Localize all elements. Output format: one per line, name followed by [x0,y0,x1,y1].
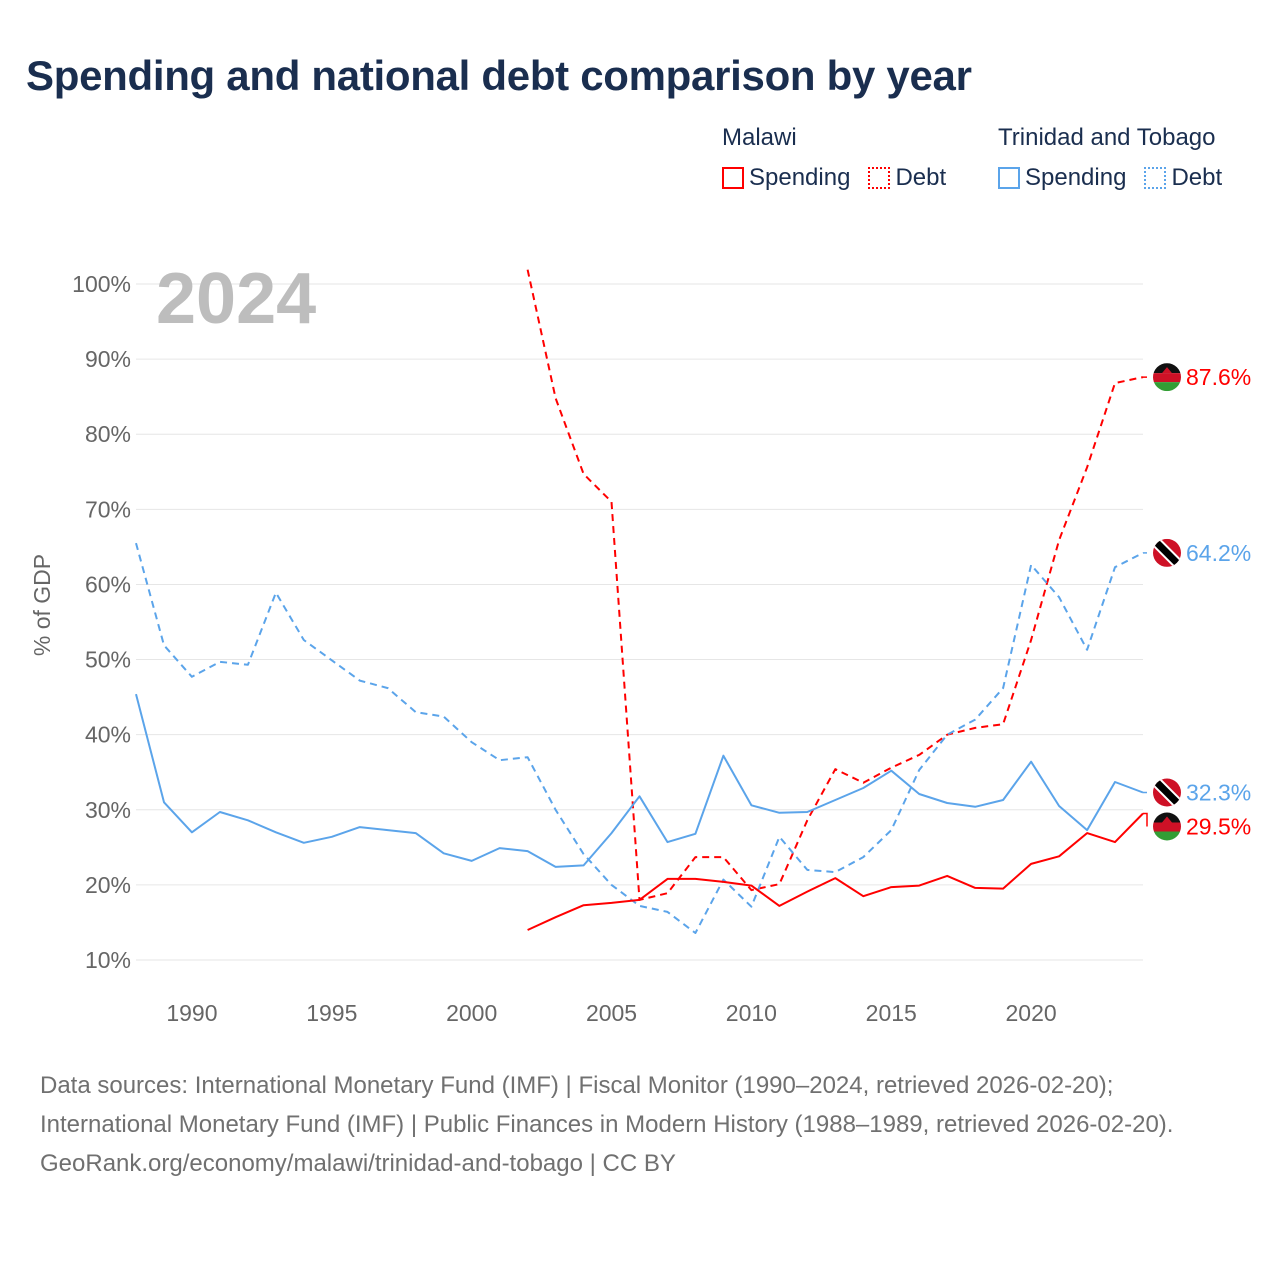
line-chart: 2024 10% 20% 30% 40% 50% 60% 70% 80% 90% 100% 199… [29,259,1251,1026]
sun-icon [1162,367,1172,374]
legend-country: Trinidad and Tobago [998,124,1216,151]
series-line-trinidad-and-tobago-debt [135,542,1144,934]
y-axis-label: % of GDP [29,554,55,656]
legend-label: Spending [749,164,851,191]
x-tick-label: 2015 [866,1000,917,1026]
end-value-label: 32.3% [1186,780,1251,806]
flag-stripe [1153,822,1181,832]
gridlines [136,283,1143,961]
end-value-label: 29.5% [1186,814,1251,840]
y-tick-label: 20% [85,872,131,898]
trinidad-flag-icon [1153,538,1181,567]
legend-malawi-spending[interactable]: Spending [722,164,850,192]
flag-stripe [1153,373,1181,383]
y-tick-label: 60% [85,571,131,597]
y-tick-label: 50% [85,647,131,673]
end-value-label: 64.2% [1186,540,1251,566]
legend-malawi: Malawi Spending Debt [722,124,946,192]
legend-tt-debt[interactable]: Debt [1144,164,1222,192]
y-tick-label: 70% [85,496,131,522]
flag-body [1153,778,1181,807]
end-value-label: 87.6% [1186,364,1251,390]
legend-malawi-debt[interactable]: Debt [868,164,946,192]
x-tick-label: 2020 [1006,1000,1057,1026]
legend-trinidad: Trinidad and Tobago Spending Debt [998,124,1222,192]
solid-swatch-icon [722,167,744,189]
x-tick-label: 1995 [306,1000,357,1026]
series-line-malawi-debt [526,269,1144,901]
x-axis: 1990 1995 2000 2005 2010 2015 2020 [166,1000,1056,1026]
credit-link[interactable]: GeoRank.org/economy/malawi/trinidad-and-… [40,1150,676,1177]
flag-band [1153,778,1181,807]
legend-tt-spending[interactable]: Spending [998,164,1126,192]
dotted-swatch-icon [868,167,891,189]
y-tick-label: 40% [85,722,131,748]
malawi-flag-icon [1153,363,1181,392]
flag-body [1153,538,1181,567]
flag-stripe [1153,382,1181,392]
flag-body [1153,363,1181,392]
legend-label: Debt [1171,164,1223,191]
malawi-flag-icon [1153,812,1181,841]
dotted-swatch-icon [1144,167,1167,189]
series-line-trinidad-and-tobago-spending [135,693,1144,868]
y-tick-label: 90% [85,346,131,372]
x-tick-label: 1990 [166,1000,217,1026]
footer: Data sources: International Monetary Fun… [40,1066,1240,1183]
y-tick-label: 80% [85,421,131,447]
end-labels: 87.6% 64.2% 32.3% 29.5% [1143,363,1251,841]
year-label: 2024 [156,259,316,339]
y-tick-label: 30% [85,797,131,823]
series-line-malawi-spending [527,812,1144,931]
y-axis: 10% 20% 30% 40% 50% 60% 70% 80% 90% 100% [72,271,131,973]
data-sources: Data sources: International Monetary Fun… [40,1072,1174,1138]
flag-stripe [1153,831,1181,841]
x-tick-label: 2005 [586,1000,637,1026]
legend-label: Spending [1025,164,1127,191]
y-tick-label: 100% [72,271,131,297]
series-lines [135,269,1144,934]
x-tick-label: 2010 [726,1000,777,1026]
legend-label: Debt [895,164,947,191]
solid-swatch-icon [998,167,1020,189]
trinidad-flag-icon [1153,778,1181,807]
y-tick-label: 10% [85,947,131,973]
x-tick-label: 2000 [446,1000,497,1026]
leader-line [1143,812,1148,827]
sun-icon [1162,816,1172,823]
legend-country: Malawi [722,124,797,151]
chart-title: Spending and national debt comparison by… [26,52,972,99]
flag-band [1153,538,1181,567]
flag-body [1153,812,1181,841]
